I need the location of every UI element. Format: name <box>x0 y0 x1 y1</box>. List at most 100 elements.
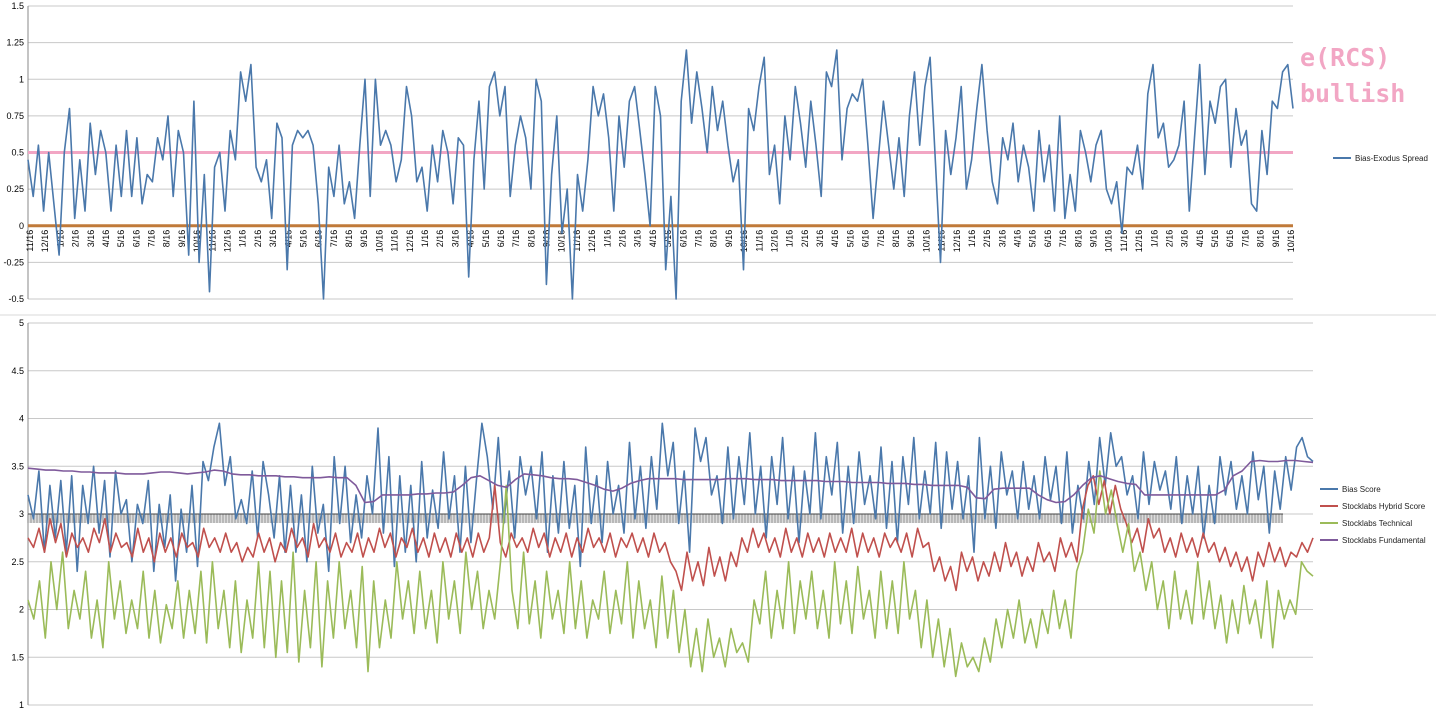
x-tick-label: 5/16 <box>845 230 855 248</box>
x-tick-label: 5/16 <box>299 230 309 248</box>
x-tick-label: 1/16 <box>1149 230 1159 248</box>
x-tick-label: 8/16 <box>1073 230 1083 248</box>
y-tick-label: 0.25 <box>6 184 24 194</box>
y-tick-label: 0.5 <box>11 148 24 158</box>
x-tick-label: 2/16 <box>982 230 992 248</box>
x-tick-label: 12/16 <box>587 230 597 253</box>
x-tick-label: 10/16 <box>1104 230 1114 253</box>
x-tick-label: 6/16 <box>678 230 688 248</box>
x-tick-label: 7/16 <box>329 230 339 248</box>
x-tick-label: 5/16 <box>1028 230 1038 248</box>
bottom-legend: Bias Score Stocklabs Hybrid Score Stockl… <box>1320 485 1426 545</box>
x-tick-label: 3/16 <box>1180 230 1190 248</box>
top-y-axis-ticks: -0.5 -0.25 0 0.25 0.5 0.75 1 1.25 1.5 <box>3 1 24 304</box>
x-tick-label: 4/16 <box>1195 230 1205 248</box>
y-tick-label: 3.5 <box>11 461 24 471</box>
x-tick-label: 6/16 <box>1043 230 1053 248</box>
x-tick-label: 8/16 <box>709 230 719 248</box>
series-stocklabs-hybrid-score <box>27 474 1314 592</box>
series-stocklabs-technical <box>27 470 1314 678</box>
x-tick-label: 8/16 <box>162 230 172 248</box>
x-tick-label: 3/16 <box>633 230 643 248</box>
x-tick-label: 11/16 <box>25 230 35 252</box>
x-tick-label: 7/16 <box>511 230 521 248</box>
legend-label-stocklabs-fundamental: Stocklabs Fundamental <box>1342 536 1426 545</box>
y-tick-label: 0.75 <box>6 111 24 121</box>
top-series <box>27 49 1294 300</box>
annotation-line-1: e(RCS) <box>1300 43 1390 72</box>
x-tick-label: 4/16 <box>101 230 111 248</box>
x-tick-label: 8/16 <box>1256 230 1266 248</box>
x-tick-label: 2/16 <box>1165 230 1175 248</box>
x-tick-label: 9/16 <box>359 230 369 248</box>
y-tick-label: 1.25 <box>6 38 24 48</box>
x-tick-label: 7/16 <box>147 230 157 248</box>
y-tick-label: -0.25 <box>3 257 24 267</box>
y-tick-label: 2 <box>19 605 24 615</box>
legend-label-bias-exodus-spread: Bias-Exodus Spread <box>1355 154 1428 163</box>
x-tick-label: 3/16 <box>997 230 1007 248</box>
x-tick-label: 7/16 <box>1058 230 1068 248</box>
bottom-series <box>27 422 1314 678</box>
x-tick-label: 4/16 <box>648 230 658 248</box>
series-bias-exodus-spread <box>27 49 1294 300</box>
x-tick-label: 2/16 <box>71 230 81 248</box>
y-tick-label: 4 <box>19 414 24 424</box>
x-tick-label: 3/16 <box>268 230 278 248</box>
x-tick-label: 2/16 <box>800 230 810 248</box>
x-tick-label: 9/16 <box>542 230 552 248</box>
y-tick-label: 1 <box>19 74 24 84</box>
x-tick-label: 5/16 <box>1210 230 1220 248</box>
x-tick-label: 6/16 <box>496 230 506 248</box>
top-legend: Bias-Exodus Spread <box>1333 154 1428 163</box>
top-chart: -0.5 -0.25 0 0.25 0.5 0.75 1 1.25 1.5 11/16 12/16… <box>3 1 1427 304</box>
x-tick-label: 4/16 <box>1013 230 1023 248</box>
x-tick-label: 11/16 <box>1119 230 1129 252</box>
x-tick-label: 12/16 <box>40 230 50 253</box>
x-tick-label: 12/16 <box>405 230 415 253</box>
y-tick-label: 0 <box>19 221 24 231</box>
y-tick-label: 5 <box>19 318 24 328</box>
x-tick-label: 6/16 <box>1225 230 1235 248</box>
y-tick-label: 1.5 <box>11 1 24 11</box>
x-tick-label: 10/16 <box>921 230 931 253</box>
bottom-chart: 1 1.5 2 2.5 3 3.5 4 4.5 5 Bias Score Stocklabs H… <box>11 318 1425 710</box>
legend-label-stocklabs-technical: Stocklabs Technical <box>1342 519 1412 528</box>
y-tick-label: 1 <box>19 700 24 710</box>
x-tick-label: 8/16 <box>344 230 354 248</box>
x-tick-label: 10/16 <box>374 230 384 253</box>
x-tick-label: 1/16 <box>967 230 977 248</box>
x-tick-label: 5/16 <box>481 230 491 248</box>
x-tick-label: 7/16 <box>694 230 704 248</box>
x-tick-label: 9/16 <box>906 230 916 248</box>
y-tick-label: 1.5 <box>11 652 24 662</box>
x-tick-label: 10/16 <box>557 230 567 253</box>
x-tick-label: 1/16 <box>602 230 612 248</box>
y-tick-label: -0.5 <box>8 294 24 304</box>
x-tick-label: 9/16 <box>1271 230 1281 248</box>
x-tick-label: 10/16 <box>1286 230 1296 253</box>
series-stocklabs-fundamental <box>27 459 1314 504</box>
annotation-line-2: bullish <box>1300 79 1405 108</box>
x-tick-label: 7/16 <box>876 230 886 248</box>
x-tick-label: 12/16 <box>223 230 233 253</box>
x-tick-label: 8/16 <box>891 230 901 248</box>
x-tick-label: 3/16 <box>815 230 825 248</box>
y-tick-label: 2.5 <box>11 557 24 567</box>
y-tick-label: 3 <box>19 509 24 519</box>
x-tick-label: 6/16 <box>314 230 324 248</box>
x-tick-label: 11/16 <box>754 230 764 252</box>
x-tick-label: 11/16 <box>390 230 400 252</box>
x-tick-label: 9/16 <box>177 230 187 248</box>
legend-label-stocklabs-hybrid-score: Stocklabs Hybrid Score <box>1342 502 1426 511</box>
x-tick-label: 4/16 <box>830 230 840 248</box>
x-tick-label: 1/16 <box>420 230 430 248</box>
x-tick-label: 9/16 <box>1089 230 1099 248</box>
x-tick-label: 6/16 <box>861 230 871 248</box>
x-axis-label-band <box>28 514 1283 523</box>
x-tick-label: 1/16 <box>238 230 248 248</box>
x-tick-label: 5/16 <box>116 230 126 248</box>
y-tick-label: 4.5 <box>11 366 24 376</box>
